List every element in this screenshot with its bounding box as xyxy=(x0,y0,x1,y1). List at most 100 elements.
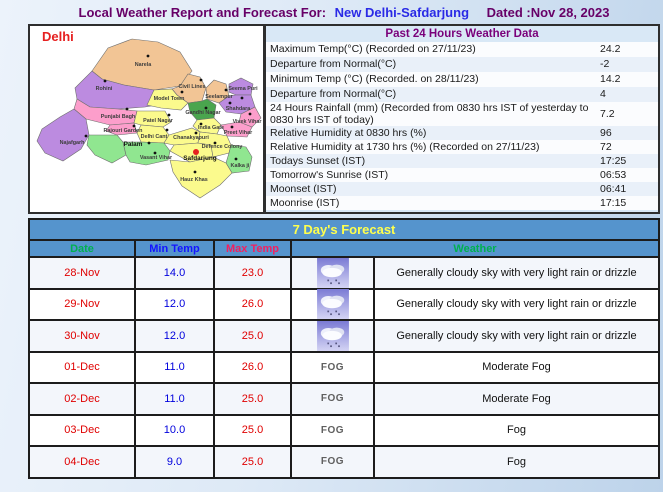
past24-row: Departure from Normal(°C) -2 xyxy=(266,57,658,72)
title-date: Dated :Nov 28, 2023 xyxy=(486,5,610,20)
marker-dot xyxy=(213,141,217,145)
past24-row: Relative Humidity at 1730 hrs (%) (Recor… xyxy=(266,140,658,154)
forecast-date: 30-Nov xyxy=(30,321,134,351)
forecast-max-temp: 25.0 xyxy=(215,447,290,477)
past24-row-label: 24 Hours Rainfall (mm) (Recorded from 08… xyxy=(270,102,589,126)
district-label: Rajouri Garden xyxy=(104,128,143,134)
district-label: India Gate xyxy=(198,125,224,131)
district-label: Hauz Khas xyxy=(180,177,208,183)
past24-row: Todays Sunset (IST) 17:25 xyxy=(266,154,658,168)
forecast-min-temp: 9.0 xyxy=(136,447,213,477)
past24-row-label: Moonset (IST) xyxy=(270,183,337,195)
marker-dot xyxy=(240,96,244,100)
district-label: Shahdara xyxy=(226,106,252,112)
safdarjung-station-marker xyxy=(193,149,199,155)
marker-dot xyxy=(228,101,232,105)
map-title: Delhi xyxy=(42,29,74,44)
column-header-weather: Weather xyxy=(292,241,658,256)
forecast-max-temp: 25.0 xyxy=(215,415,290,445)
past24-row-label: Tomorrow's Sunrise (IST) xyxy=(270,169,389,181)
district-label: Defence Colony xyxy=(202,144,243,150)
forecast-weather-text: Generally cloudy sky with very light rai… xyxy=(375,258,658,288)
cloud-drizzle-icon xyxy=(317,258,349,288)
district-label: Rohini xyxy=(96,86,113,92)
forecast-min-temp: 12.0 xyxy=(136,321,213,351)
past-24-hours-panel: Past 24 Hours Weather Data Maximum Temp(… xyxy=(265,24,660,214)
forecast-max-temp: 25.0 xyxy=(215,321,290,351)
past24-row-label: Minimum Temp (°C) (Recorded. on 28/11/23… xyxy=(270,73,479,85)
district-label: Narela xyxy=(135,62,152,68)
past24-row: 24 Hours Rainfall (mm) (Recorded from 08… xyxy=(266,102,658,126)
delhi-map-panel: Delhi xyxy=(28,24,265,214)
past24-header: Past 24 Hours Weather Data xyxy=(266,26,658,42)
marker-dot xyxy=(167,113,171,117)
past24-row-label: Moonrise (IST) xyxy=(270,197,340,209)
district-label: Preet Vihar xyxy=(224,130,253,136)
past24-row-value: 17:15 xyxy=(600,197,627,209)
past24-row-label: Relative Humidity at 0830 hrs (%) xyxy=(270,127,427,139)
marker-dot xyxy=(180,90,184,94)
forecast-weather-text: Generally cloudy sky with very light rai… xyxy=(375,321,658,351)
forecast-max-temp: 26.0 xyxy=(215,352,290,382)
forecast-icon-cell xyxy=(292,290,373,320)
forecast-min-temp: 11.0 xyxy=(136,384,213,414)
marker-dot xyxy=(153,151,157,155)
past24-row: Moonrise (IST) 17:15 xyxy=(266,196,658,210)
marker-dot xyxy=(204,106,208,110)
district-label: Vivek Vihar xyxy=(233,119,263,125)
forecast-icon-cell xyxy=(292,321,373,351)
marker-dot xyxy=(199,122,203,126)
district-preet-vihar xyxy=(220,121,253,138)
marker-dot xyxy=(146,54,150,58)
marker-dot xyxy=(165,128,169,132)
past24-row: Departure from Normal(°C) 4 xyxy=(266,87,658,102)
forecast-date: 01-Dec xyxy=(30,352,134,382)
district-label: Punjabi Bagh xyxy=(101,114,135,120)
forecast-weather-text: Fog xyxy=(375,415,658,445)
cloud-drizzle-icon xyxy=(317,321,349,351)
past24-row: Tomorrow's Sunrise (IST) 06:53 xyxy=(266,168,658,182)
forecast-max-temp: 25.0 xyxy=(215,384,290,414)
district-label: Patel Nagar xyxy=(143,118,174,124)
district-label: Kalka ji xyxy=(231,163,250,169)
district-label: Civil Lines xyxy=(179,84,206,90)
district-label: Seelampur xyxy=(205,94,233,100)
forecast-min-temp: 11.0 xyxy=(136,352,213,382)
district-label: Palam xyxy=(124,141,143,148)
forecast-weather-text: Fog xyxy=(375,447,658,477)
marker-dot xyxy=(199,78,203,82)
marker-dot xyxy=(103,79,107,83)
fog-label: FOG xyxy=(292,384,373,414)
marker-dot xyxy=(234,157,238,161)
column-header-date: Date xyxy=(30,241,134,256)
past24-row-value: 4 xyxy=(600,88,606,100)
district-hauz-khas xyxy=(169,156,233,199)
forecast-max-temp: 26.0 xyxy=(215,289,290,319)
district-model-town xyxy=(146,88,189,111)
forecast-date: 29-Nov xyxy=(30,289,134,319)
past24-row-label: Maximum Temp(°C) (Recorded on 27/11/23) xyxy=(270,43,476,55)
weather-report-page: Local Weather Report and Forecast For: N… xyxy=(28,5,660,479)
district-najafgarh xyxy=(36,108,90,162)
delhi-districts-map: Delhi xyxy=(36,29,263,199)
fog-label: FOG xyxy=(292,415,373,445)
forecast-weather-text: Generally cloudy sky with very light rai… xyxy=(375,289,658,319)
district-label: Seema Puri xyxy=(228,86,258,92)
district-label: Vasant Vihar xyxy=(140,155,173,161)
forecast-icon-cell xyxy=(292,258,373,288)
past24-row-label: Departure from Normal(°C) xyxy=(270,88,397,100)
marker-dot xyxy=(230,125,234,129)
district-label: Najafgarh xyxy=(60,140,85,146)
forecast-min-temp: 14.0 xyxy=(136,258,213,288)
district-gandhi-nagar xyxy=(187,98,217,121)
past24-footer-band xyxy=(266,210,658,212)
district-shahdara xyxy=(218,94,256,115)
past24-row-value: 72 xyxy=(600,141,612,153)
past24-row-value: 96 xyxy=(600,127,612,139)
forecast-weather-text: Moderate Fog xyxy=(375,352,658,382)
past24-row-label: Todays Sunset (IST) xyxy=(270,155,366,167)
past24-row-value: 06:53 xyxy=(600,169,627,181)
past24-row-label: Relative Humidity at 1730 hrs (%) (Recor… xyxy=(270,141,540,153)
past24-row: Maximum Temp(°C) (Recorded on 27/11/23) … xyxy=(266,42,658,57)
marker-dot xyxy=(193,170,197,174)
